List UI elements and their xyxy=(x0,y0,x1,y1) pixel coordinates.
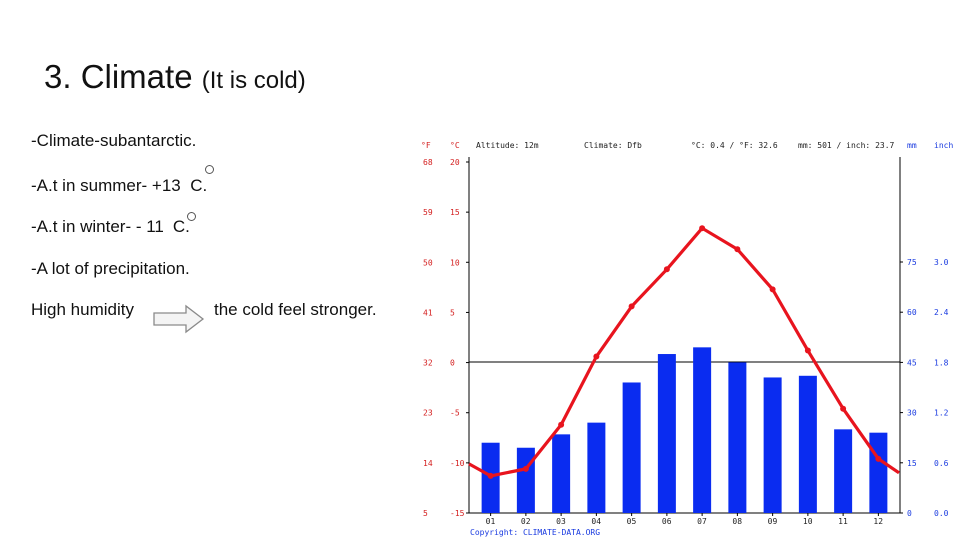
precip-bar xyxy=(869,432,888,513)
precip-summary-label: mm: 501 / inch: 23.7 xyxy=(798,141,895,150)
temperature-point xyxy=(769,286,776,293)
month-tick-label: 03 xyxy=(556,517,566,526)
temperature-point xyxy=(699,225,706,232)
precip-bar xyxy=(516,447,535,513)
temperature-point xyxy=(628,303,635,310)
climate-type-label: Climate: Dfb xyxy=(584,141,642,150)
month-tick-label: 12 xyxy=(873,517,883,526)
temperature-point xyxy=(663,266,670,273)
temperature-point xyxy=(840,405,847,412)
temperature-line xyxy=(468,226,900,478)
mm-tick-label: 30 xyxy=(907,409,917,418)
f-tick-label: 50 xyxy=(423,258,433,267)
precip-bar xyxy=(587,422,606,513)
f-tick-label: 32 xyxy=(423,359,433,368)
right-arrow-icon xyxy=(153,304,205,334)
climate-line: -Climate-subantarctic. xyxy=(31,131,197,150)
inch-tick-label: 0.6 xyxy=(934,459,949,468)
month-tick-label: 11 xyxy=(838,517,848,526)
f-tick-label: 5 xyxy=(423,509,428,518)
winter-unit: C. xyxy=(172,217,190,236)
temperature-point xyxy=(875,455,882,462)
f-tick-label: 68 xyxy=(423,158,433,167)
f-tick-label: 14 xyxy=(423,459,433,468)
inch-tick-label: 1.2 xyxy=(934,409,949,418)
mm-tick-label: 15 xyxy=(907,459,917,468)
chart-copyright: Copyright: CLIMATE-DATA.ORG xyxy=(470,528,600,537)
month-tick-label: 01 xyxy=(486,517,496,526)
precip-bar xyxy=(622,382,641,513)
temp-summary-label: °C: 0.4 / °F: 32.6 xyxy=(691,141,778,150)
mm-tick-label: 45 xyxy=(907,358,917,367)
c-tick-label: -15 xyxy=(450,509,465,518)
c-tick-label: -5 xyxy=(450,409,460,418)
temperature-point xyxy=(593,353,600,360)
title-text: 3. Climate xyxy=(44,58,193,95)
month-tick-label: 05 xyxy=(627,517,637,526)
precip-bar xyxy=(657,354,676,513)
unit-c-label: °C xyxy=(450,141,460,150)
precip-bar xyxy=(693,347,712,513)
month-tick-label: 02 xyxy=(521,517,531,526)
humidity-line: High humidity xyxy=(31,300,134,320)
temperature-point xyxy=(558,421,565,428)
precip-bar xyxy=(798,375,817,513)
slide-title: 3. Climate (It is cold) xyxy=(44,58,306,96)
precip-bar xyxy=(834,429,853,513)
month-tick-label: 10 xyxy=(803,517,813,526)
f-tick-label: 23 xyxy=(423,409,433,418)
temperature-point xyxy=(522,465,529,472)
f-tick-label: 41 xyxy=(423,308,433,317)
month-tick-label: 06 xyxy=(662,517,672,526)
c-tick-label: 10 xyxy=(450,258,460,267)
month-tick-label: 07 xyxy=(697,517,707,526)
winter-line: -A.t in winter- - 11 C. xyxy=(31,217,190,237)
c-tick-label: -10 xyxy=(450,459,465,468)
winter-text: -A.t in winter- - 11 xyxy=(31,217,164,236)
degree-symbol-summer xyxy=(205,165,214,174)
month-tick-label: 04 xyxy=(591,517,601,526)
temperature-point xyxy=(487,472,494,479)
inch-tick-label: 1.8 xyxy=(934,358,949,367)
title-subtitle: (It is cold) xyxy=(201,67,306,94)
c-tick-label: 5 xyxy=(450,308,455,317)
inch-tick-label: 3.0 xyxy=(934,258,949,267)
month-tick-label: 09 xyxy=(768,517,778,526)
inch-tick-label: 2.4 xyxy=(934,308,949,317)
inch-tick-label: 0.0 xyxy=(934,509,949,518)
mm-tick-label: 60 xyxy=(907,308,917,317)
precip-bar xyxy=(763,377,782,513)
c-tick-label: 15 xyxy=(450,208,460,217)
humidity-right: the cold feel stronger. xyxy=(214,300,377,319)
summer-text: -A.t in summer- +13 xyxy=(31,176,181,195)
degree-symbol-winter xyxy=(187,212,196,221)
summer-line: -A.t in summer- +13 C. xyxy=(31,176,207,196)
mm-tick-label: 75 xyxy=(907,258,917,267)
summer-unit: C. xyxy=(190,176,208,195)
precip-bar xyxy=(552,434,571,513)
month-tick-label: 08 xyxy=(732,517,742,526)
altitude-label: Altitude: 12m xyxy=(476,141,539,150)
temperature-point xyxy=(804,347,811,354)
f-tick-label: 59 xyxy=(423,208,433,217)
c-tick-label: 20 xyxy=(450,158,460,167)
mm-tick-label: 0 xyxy=(907,509,912,518)
c-tick-label: 0 xyxy=(450,359,455,368)
climate-chart: °F °C Altitude: 12m Climate: Dfb °C: 0.4… xyxy=(421,141,953,537)
unit-f-label: °F xyxy=(421,141,431,150)
unit-mm-label: mm xyxy=(907,141,917,150)
precip-bar xyxy=(728,362,747,513)
unit-inch-label: inch xyxy=(934,141,953,150)
precip-line: -A lot of precipitation. xyxy=(31,259,190,278)
humidity-left: High humidity xyxy=(31,300,134,319)
temperature-point xyxy=(734,246,741,253)
